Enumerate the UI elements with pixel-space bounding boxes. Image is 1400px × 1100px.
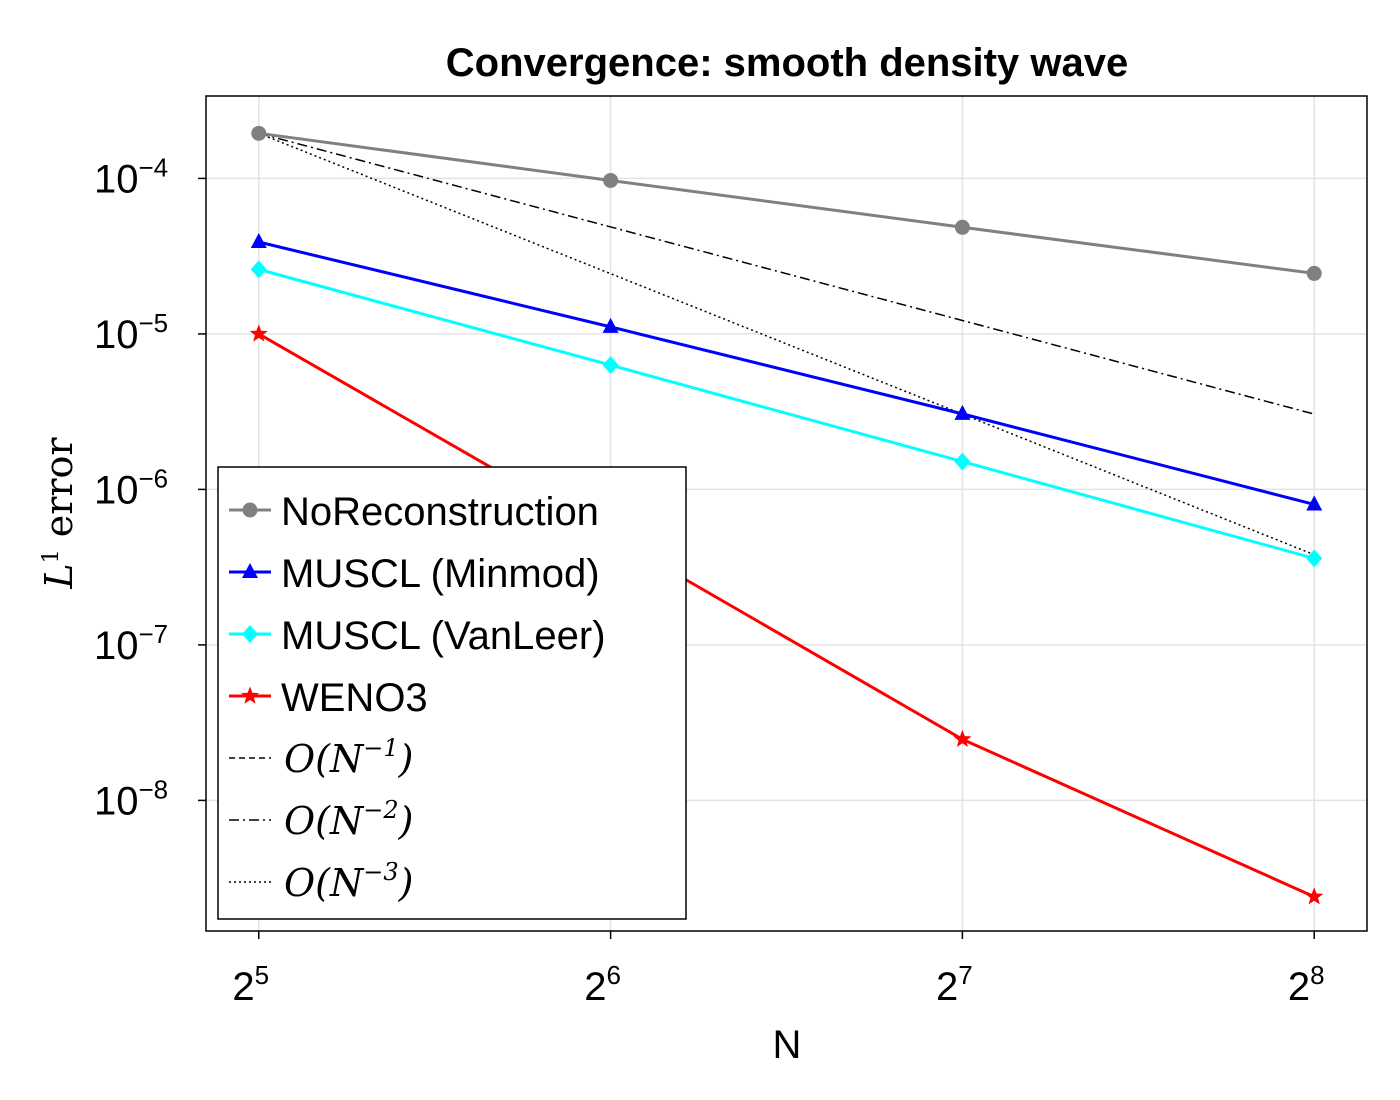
legend-item: MUSCL (Minmod) [229,552,600,596]
y-tick-base: 10 [94,468,139,512]
reference-line [258,132,1315,415]
legend: NoReconstruction MUSCL (Minmod) MUSCL (Van… [217,466,687,920]
x-tick-exp: 6 [606,960,620,990]
data-point [602,356,619,375]
legend-label-base: O(N [284,737,365,781]
data-point [1305,887,1324,905]
data-point [954,452,971,471]
legend-marker [242,502,258,518]
plot-lines [249,125,1324,905]
y-tick-label: 10−4 [94,152,168,201]
x-tick-label: 25 [232,960,269,1009]
plot-frame [205,95,1368,932]
data-point [603,172,619,188]
data-point [602,317,619,333]
legend-label-exp: −3 [363,858,398,886]
x-tick-label: 26 [584,960,621,1009]
legend-item: WENO3 [229,676,428,720]
data-point [251,125,267,141]
data-point [250,232,267,248]
x-tick-base: 2 [584,965,606,1009]
data-point [954,404,971,420]
x-tick-base: 2 [1288,965,1310,1009]
legend-label-base: O(N [284,799,365,843]
legend-item: NoReconstruction [229,490,599,534]
data-point [249,324,268,342]
legend-label: NoReconstruction [281,490,599,534]
y-tick-base: 10 [94,157,139,201]
series-line [258,332,1315,899]
data-point [1306,549,1323,568]
y-tick-exp: −4 [139,152,169,182]
y-tick-base: 10 [94,313,139,357]
legend-marker [242,563,258,578]
y-tick-label: 10−8 [94,774,168,823]
x-tick-base: 2 [936,965,958,1009]
legend-label-end: ) [398,799,414,843]
y-tick-base: 10 [94,624,139,668]
y-axis-label-sup: 1 [39,549,64,563]
legend-marker [241,686,259,704]
legend-label: MUSCL (Minmod) [281,552,600,596]
y-tick-exp: −8 [139,774,169,804]
x-tick-exp: 5 [255,960,269,990]
data-point [1306,495,1323,511]
legend-label-end: ) [398,861,414,905]
legend-marker [242,625,258,643]
legend-label: O(N−2) [284,796,413,843]
data-point [250,260,267,279]
y-tick-exp: −6 [139,463,169,493]
series-line [258,131,1315,275]
legend-label-exp: −1 [363,734,398,762]
series-muscl-vanleer- [250,260,1323,568]
legend-item: MUSCL (VanLeer) [229,614,606,658]
y-tick-label: 10−7 [94,619,168,668]
y-tick-base: 10 [94,779,139,823]
legend-label-base: O(N [284,861,365,905]
y-tick-exp: −7 [139,619,169,649]
x-tick-exp: 7 [958,960,972,990]
y-tick-label: 10−5 [94,308,168,357]
y-axis-label: L1 error [37,437,81,590]
x-tick-exp: 8 [1310,960,1324,990]
data-point [953,729,972,747]
x-tick-label: 28 [1288,960,1325,1009]
y-axis-label-rest: error [37,437,81,550]
y-tick-label: 10−6 [94,463,168,512]
legend-label: MUSCL (VanLeer) [281,614,606,658]
x-tick-base: 2 [232,965,254,1009]
y-ticks: 10−410−510−610−710−8 [94,152,206,823]
legend-label: WENO3 [281,676,428,720]
legend-label-exp: −2 [363,796,398,824]
chart-title: Convergence: smooth density wave [446,41,1128,85]
x-tick-label: 27 [936,960,973,1009]
y-axis-label-base: L [37,563,81,589]
data-point [954,219,970,235]
series-noreconstruction [251,125,1322,281]
legend-label: O(N−1) [284,734,413,781]
series-muscl-minmod- [250,232,1323,511]
y-tick-exp: −5 [139,308,169,338]
x-ticks: 25 26 27 28 [232,931,1325,1009]
legend-item: O(N−2) [229,796,413,843]
series-line [258,267,1315,560]
data-point [1306,265,1322,281]
series-line [258,240,1315,506]
legend-item: O(N−1) [229,734,413,781]
legend-item: O(N−3) [229,858,413,905]
x-axis-label: N [773,1023,802,1067]
legend-label: O(N−3) [284,858,413,905]
legend-label-end: ) [398,737,414,781]
